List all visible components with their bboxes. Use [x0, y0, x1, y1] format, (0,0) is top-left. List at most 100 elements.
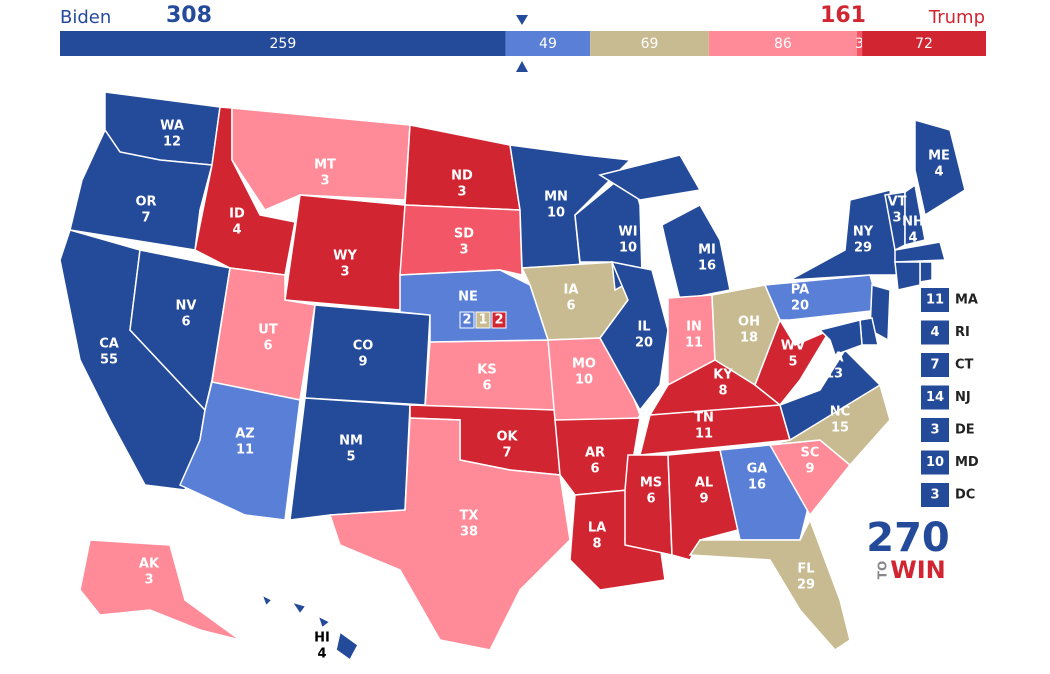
bar-segment-label: 49: [539, 36, 557, 52]
state-votes: 5: [346, 450, 355, 465]
state-shape: [894, 261, 921, 291]
state-shape: [335, 630, 359, 662]
state-shape: [260, 593, 274, 608]
midpoint-marker: [516, 61, 528, 72]
left-name: Biden: [60, 7, 111, 28]
state-abbr: DC: [955, 488, 975, 503]
state-abbr: IN: [686, 320, 702, 335]
state-abbr: NM: [339, 434, 363, 449]
state-box: [921, 320, 949, 345]
state-abbr: AK: [139, 557, 160, 572]
state-votes: 38: [460, 525, 478, 540]
logo: 270 TO WIN: [866, 515, 950, 584]
state-votes: 11: [695, 427, 713, 442]
state-shape: [69, 128, 213, 251]
state-votes: 12: [163, 135, 181, 150]
district-votes: 2: [462, 313, 471, 328]
state-shape: [598, 154, 702, 201]
state-votes: 4: [934, 165, 943, 180]
state-votes: 3: [144, 573, 153, 588]
state-abbr: TX: [460, 509, 479, 524]
state-abbr: IL: [637, 320, 650, 335]
state-box: [921, 353, 949, 377]
state-box: [921, 483, 949, 507]
state-votes: 3: [340, 265, 349, 280]
state-votes: 3: [930, 488, 939, 503]
state-shape: [624, 454, 673, 556]
bar-segment: [856, 31, 863, 56]
state-votes: 6: [566, 299, 575, 314]
state-abbr: MO: [572, 357, 596, 372]
state-votes: 15: [831, 421, 849, 436]
state-abbr: DE: [955, 423, 975, 438]
state-votes: 14: [926, 390, 944, 405]
state-abbr: VA: [824, 351, 843, 366]
logo-number: 270: [866, 515, 950, 561]
state-abbr: ND: [451, 169, 473, 184]
state-votes: 4: [317, 647, 326, 662]
state-abbr: CA: [99, 337, 119, 352]
state-abbr: MI: [698, 243, 716, 258]
state-votes: 18: [740, 331, 758, 346]
state-votes: 29: [797, 578, 815, 593]
state-abbr: NH: [902, 215, 924, 230]
state-votes: 11: [685, 336, 703, 351]
state-votes: 20: [791, 299, 809, 314]
district-box: [459, 311, 475, 329]
state-box: [921, 385, 949, 410]
logo-small: TO: [876, 561, 890, 579]
right-name: Trump: [928, 7, 985, 28]
state-abbr: MD: [955, 455, 979, 470]
district-votes: 1: [478, 313, 487, 328]
state-votes: 3: [930, 423, 939, 438]
state-votes: 7: [930, 358, 939, 373]
state-abbr: WI: [618, 225, 637, 240]
state-abbr: NV: [176, 299, 197, 314]
bar-segment-label: 259: [270, 36, 297, 52]
state-abbr: MS: [640, 476, 662, 491]
district-votes: 2: [494, 313, 503, 328]
state-box: [921, 418, 949, 442]
state-votes: 16: [698, 259, 716, 274]
state-votes: 16: [748, 478, 766, 493]
state-shape: [328, 417, 571, 651]
bar-segment-label: 72: [915, 36, 933, 52]
bar-segment: [590, 31, 709, 56]
district-box: [475, 311, 491, 329]
state-votes: 10: [926, 455, 944, 470]
state-abbr: SC: [801, 446, 820, 461]
state-shape: [904, 183, 926, 246]
state-shape: [894, 241, 946, 263]
state-abbr: WY: [333, 249, 357, 264]
state-abbr: WA: [160, 119, 184, 134]
state-votes: 11: [236, 443, 254, 458]
state-votes: 6: [482, 379, 491, 394]
state-abbr: TN: [694, 411, 714, 426]
state-abbr: NJ: [955, 390, 971, 405]
state-abbr: LA: [588, 521, 606, 536]
state-votes: 7: [141, 211, 150, 226]
state-abbr: WV: [781, 339, 805, 354]
vote-bar: 259 49 69 86 3 72: [60, 31, 986, 56]
state-abbr: MA: [955, 293, 978, 308]
state-votes: 9: [358, 355, 367, 370]
state-votes: 3: [892, 211, 901, 226]
state-abbr: OK: [496, 430, 518, 445]
state-abbr: MT: [314, 158, 336, 173]
state-abbr: SD: [454, 227, 474, 242]
bar-segment: [708, 31, 857, 56]
state-abbr: VT: [888, 195, 907, 210]
state-abbr: ID: [229, 207, 245, 222]
state-votes: 5: [788, 355, 797, 370]
state-abbr: NE: [458, 290, 478, 305]
state-shape: [290, 600, 308, 616]
state-abbr: AL: [695, 476, 713, 491]
state-abbr: NY: [853, 225, 874, 240]
state-shape: [599, 260, 669, 412]
state-votes: 3: [459, 243, 468, 258]
bar-segment-label: 69: [641, 36, 659, 52]
state-votes: 29: [854, 241, 872, 256]
state-shape: [399, 204, 523, 276]
